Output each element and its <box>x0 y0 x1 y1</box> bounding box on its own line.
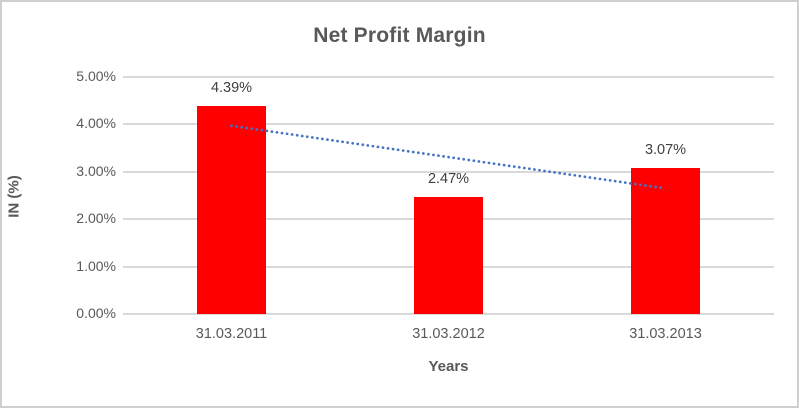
x-tick-label: 31.03.2013 <box>629 326 702 342</box>
y-tick-label: 5.00% <box>76 68 116 84</box>
bar-data-label: 4.39% <box>210 79 253 96</box>
y-axis-title: IN (%) <box>5 175 23 218</box>
x-tick-label: 31.03.2012 <box>412 326 485 342</box>
bar-31.03.2011 <box>197 105 266 314</box>
y-tick-label: 3.00% <box>76 162 116 179</box>
x-axis-title: Years <box>428 358 469 375</box>
gridline <box>123 313 774 315</box>
gridline <box>123 170 774 173</box>
x-tick-label: 31.03.2011 <box>195 326 268 342</box>
y-tick-label: 4.00% <box>76 115 116 132</box>
plot-area: 4.39% 2.47% 3.07% <box>123 76 774 315</box>
chart-title: Net Profit Margin <box>313 24 486 47</box>
gridline <box>123 76 774 78</box>
trendline <box>230 124 667 190</box>
bar-31.03.2013 <box>631 168 700 314</box>
bar-data-label: 2.47% <box>427 170 470 187</box>
gridline <box>123 123 774 126</box>
y-tick-label: 0.00% <box>76 305 116 321</box>
y-tick-label: 1.00% <box>76 257 116 274</box>
bar-31.03.2012 <box>414 196 483 314</box>
bar-data-label: 3.07% <box>644 142 687 159</box>
y-tick-label: 2.00% <box>76 210 116 227</box>
